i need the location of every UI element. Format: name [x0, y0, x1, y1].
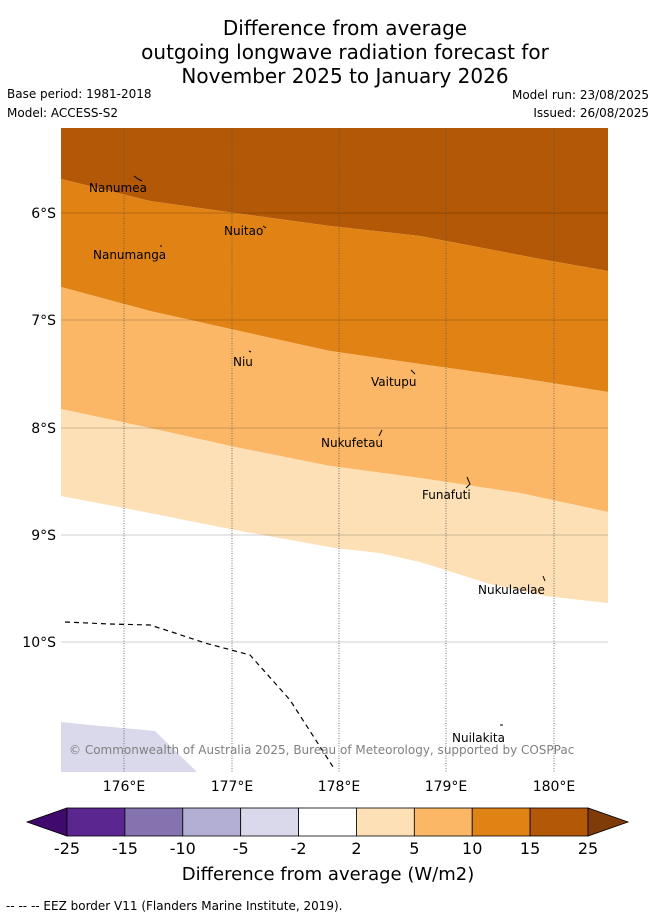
place-nuilakita: Nuilakita — [452, 731, 505, 745]
model-name: Model: ACCESS-S2 — [7, 106, 119, 120]
island-nukulaelae-outline — [542, 575, 546, 582]
colorbar-extend-high — [587, 807, 630, 837]
colorbar-tick-label: 10 — [462, 839, 482, 858]
colorbar-segment — [182, 807, 242, 837]
lat-label-6s: 6°S — [31, 206, 56, 222]
colorbar-ticks: -25 -15 -10 -5 -2 2 5 10 15 25 — [54, 839, 598, 858]
island-niu-outline — [248, 350, 252, 353]
chart-title: Difference from average outgoing longwav… — [0, 16, 655, 88]
colorbar-tick-label: -5 — [233, 839, 249, 858]
place-funafuti: Funafuti — [422, 488, 471, 502]
colorbar-tick-label: 2 — [351, 839, 361, 858]
colorbar-tick-label: 15 — [520, 839, 540, 858]
base-period: Base period: 1981-2018 — [7, 87, 152, 101]
colorbar-extend-low — [25, 807, 68, 837]
band-minus-5-to-minus-2 — [61, 722, 197, 772]
title-line-1: Difference from average — [222, 16, 468, 40]
colorbar-tick-label: -2 — [291, 839, 307, 858]
lon-label-178e: 178°E — [318, 779, 361, 795]
colorbar-tick-label: 5 — [409, 839, 419, 858]
copyright-notice: © Commonwealth of Australia 2025, Bureau… — [69, 743, 574, 757]
band-2-to-5 — [61, 409, 608, 603]
model-run: Model run: 23/08/2025 — [511, 88, 649, 102]
colorbar-segment — [66, 807, 126, 837]
place-nuitao: Nuitao — [224, 224, 263, 238]
place-nanumanga: Nanumanga — [93, 248, 166, 262]
place-nukulaelae: Nukulaelae — [478, 583, 545, 597]
place-niu: Niu — [233, 355, 253, 369]
band-10-to-15 — [61, 179, 608, 392]
band-15-to-25 — [61, 128, 608, 271]
colorbar-segment — [240, 807, 299, 837]
lon-label-180e: 180°E — [533, 779, 576, 795]
title-line-3: November 2025 to January 2026 — [181, 64, 509, 88]
island-funafuti-outline — [465, 476, 471, 489]
lon-label-176e: 176°E — [103, 779, 146, 795]
island-nuitao-outline — [262, 225, 267, 229]
place-nanumea: Nanumea — [89, 181, 147, 195]
map-grid — [61, 128, 608, 772]
lat-label-10s: 10°S — [22, 635, 56, 651]
island-nanumea-outline — [133, 175, 143, 182]
colorbar-tick-label: 25 — [578, 839, 598, 858]
colorbar-segment — [529, 807, 589, 837]
island-outlines — [133, 175, 546, 726]
colorbar-segment — [356, 807, 415, 837]
island-nukufetau-outline — [378, 429, 383, 437]
issued-date: Issued: 26/08/2025 — [533, 106, 649, 120]
lat-label-9s: 9°S — [31, 528, 56, 544]
title-line-2: outgoing longwave radiation forecast for — [141, 40, 549, 64]
colorbar-tick-label: -10 — [170, 839, 196, 858]
colorbar — [25, 807, 630, 837]
colorbar-tick-label: -25 — [54, 839, 80, 858]
colorbar-segment — [471, 807, 531, 837]
lat-label-8s: 8°S — [31, 421, 56, 437]
place-vaitupu: Vaitupu — [371, 375, 417, 389]
colorbar-segment — [298, 807, 357, 837]
lon-label-177e: 177°E — [211, 779, 254, 795]
colorbar-segment — [413, 807, 473, 837]
place-nukufetau: Nukufetau — [321, 436, 383, 450]
colorbar-segment — [124, 807, 184, 837]
eez-footnote: -- -- -- EEZ border V11 (Flanders Marine… — [6, 899, 343, 913]
colorbar-label: Difference from average (W/m2) — [182, 864, 474, 885]
lat-label-7s: 7°S — [31, 313, 56, 329]
island-vaitupu-outline — [410, 369, 416, 375]
lon-label-179e: 179°E — [425, 779, 468, 795]
colorbar-tick-label: -15 — [112, 839, 138, 858]
eez-border — [64, 621, 336, 771]
band-5-to-10 — [61, 287, 608, 512]
